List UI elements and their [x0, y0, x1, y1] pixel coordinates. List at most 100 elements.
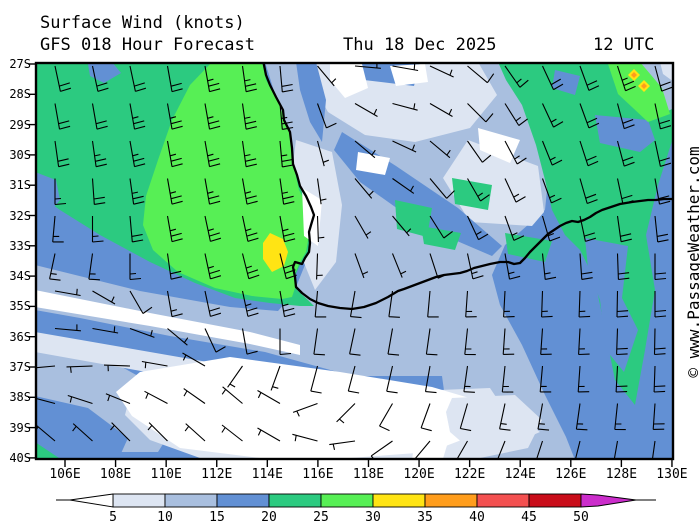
- speed-region: [88, 62, 121, 83]
- wind-barb: [654, 103, 672, 130]
- wind-barb: [316, 253, 323, 280]
- lon-label: 118E: [352, 467, 385, 482]
- wind-barb: [54, 140, 70, 168]
- wind-barb: [616, 103, 635, 130]
- wind-barb: [354, 178, 374, 199]
- wind-barb: [651, 440, 656, 460]
- wind-barb: [279, 140, 294, 168]
- speed-region: [35, 442, 62, 460]
- lat-label: 31S: [9, 178, 31, 193]
- speed-region: [35, 290, 300, 355]
- wind-barb: [166, 178, 183, 205]
- wind-barb: [504, 253, 521, 280]
- legend-box: [164, 493, 218, 508]
- lat-label: 36S: [9, 329, 31, 344]
- speed-region: [35, 172, 60, 214]
- wind-barb: [578, 290, 591, 318]
- wind-barb: [499, 403, 511, 431]
- legend-box: [372, 493, 426, 508]
- lat-label: 27S: [9, 57, 31, 71]
- speed-region: [660, 62, 674, 82]
- lat-label: 35S: [9, 299, 31, 314]
- wind-barb: [313, 328, 325, 356]
- wind-barb: [579, 65, 600, 91]
- wind-barb: [579, 215, 597, 242]
- wind-barb: [541, 215, 561, 242]
- wind-barb: [129, 215, 144, 243]
- lat-label: 32S: [9, 208, 31, 223]
- wind-barb: [654, 178, 671, 205]
- wind-barb: [241, 65, 257, 93]
- lat-label: 39S: [9, 420, 31, 435]
- wind-barb: [204, 215, 222, 242]
- wind-barb: [392, 63, 419, 72]
- wind-barb: [183, 388, 206, 404]
- legend-box: [112, 493, 166, 508]
- wind-barb: [317, 65, 337, 87]
- wind-barb: [579, 103, 600, 129]
- wind-barb: [392, 102, 418, 111]
- wind-barb: [579, 140, 599, 167]
- lon-label: 124E: [504, 467, 536, 482]
- wind-barb: [349, 290, 362, 319]
- wind-barb: [542, 65, 564, 91]
- wind-barb: [541, 140, 563, 166]
- axis-ticks: [28, 63, 673, 467]
- speed-region: [412, 438, 448, 460]
- wind-barb: [241, 103, 257, 130]
- wind-barb: [147, 422, 168, 442]
- wind-barb: [463, 365, 475, 393]
- wind-barb: [129, 65, 147, 92]
- wind-barb: [91, 178, 106, 205]
- wind-barb: [336, 403, 356, 424]
- forecast-date: Thu 18 Dec 2025: [343, 35, 497, 55]
- wind-barb: [279, 65, 294, 93]
- wind-barb: [67, 394, 93, 405]
- wind-barb: [221, 386, 243, 404]
- speed-region: [330, 64, 368, 98]
- wind-barb: [204, 328, 226, 353]
- speed-region: [296, 62, 326, 142]
- wind-barb: [91, 103, 108, 130]
- wind-barb: [386, 365, 398, 394]
- wind-barb: [616, 65, 636, 92]
- wind-barb: [92, 326, 119, 334]
- wind-barb: [49, 253, 61, 281]
- wind-barb: [504, 215, 525, 241]
- legend-value: 10: [157, 510, 173, 525]
- wind-barb: [467, 103, 494, 123]
- wind-barb: [429, 253, 449, 279]
- wind-barb: [349, 328, 361, 356]
- wind-barb: [54, 103, 71, 130]
- wind-barb: [616, 253, 630, 281]
- wind-barb: [129, 103, 146, 130]
- wind-barb: [370, 440, 393, 460]
- wind-barb: [429, 140, 451, 159]
- wind-barb: [429, 103, 453, 117]
- wind-barb: [347, 365, 360, 394]
- wind-barb: [54, 288, 81, 297]
- lon-label: 120E: [403, 467, 435, 482]
- wind-barb: [129, 290, 153, 314]
- wind-barb: [316, 178, 327, 205]
- legend-value: 50: [573, 510, 589, 525]
- wind-barb: [241, 140, 257, 168]
- forecast-time: 12 UTC: [593, 35, 655, 55]
- lon-label: 126E: [555, 467, 587, 482]
- wind-barb: [129, 140, 146, 168]
- speed-region: [35, 396, 128, 460]
- wind-barb: [204, 103, 221, 130]
- legend-box: [476, 493, 530, 508]
- wind-barb: [354, 253, 369, 279]
- wind-barb: [354, 103, 378, 117]
- wind-barb: [652, 403, 665, 430]
- wind-barb: [459, 403, 472, 432]
- lon-label: 110E: [150, 467, 182, 482]
- legend-bar: [56, 493, 656, 508]
- wind-barb: [241, 253, 260, 280]
- legend-value: 45: [521, 510, 537, 525]
- wind-barb: [613, 440, 619, 460]
- wind-barb: [129, 327, 155, 338]
